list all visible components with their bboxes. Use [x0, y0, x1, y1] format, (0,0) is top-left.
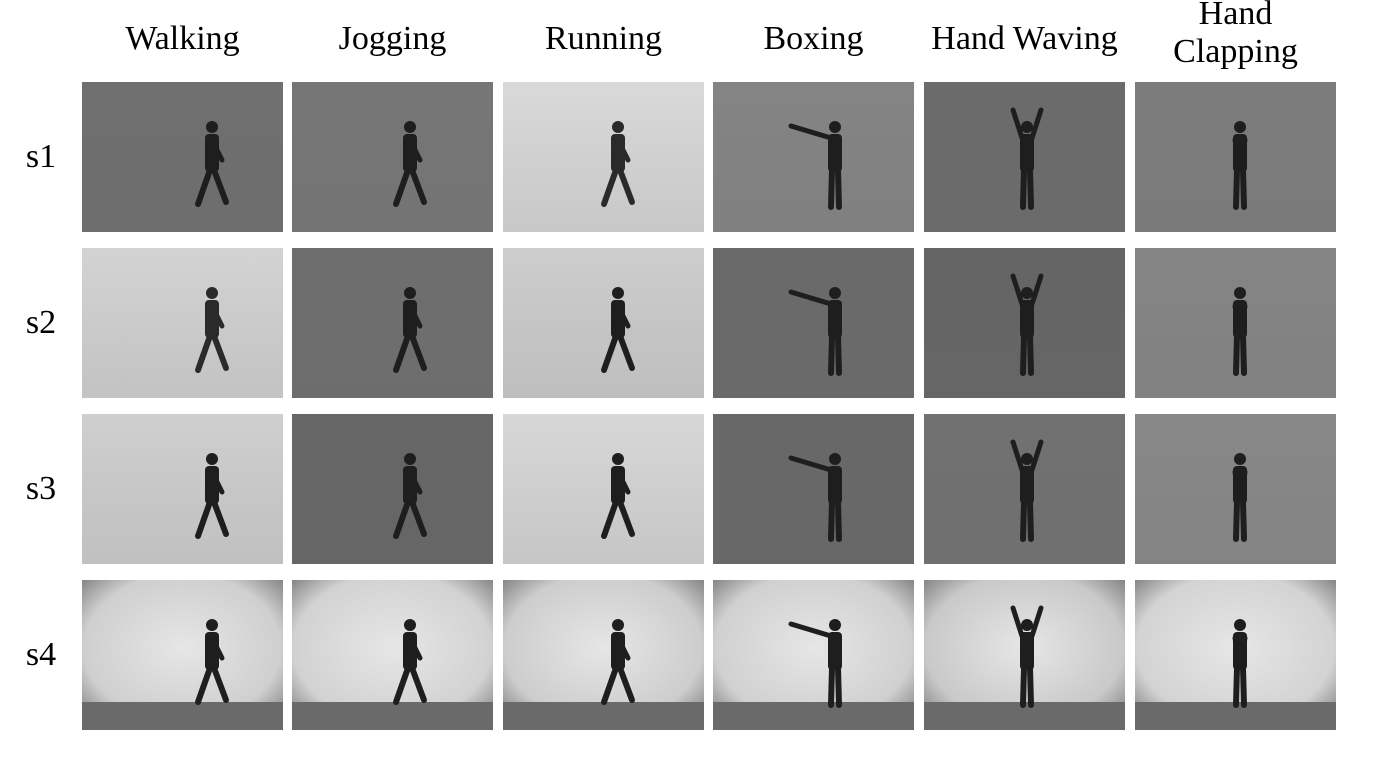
frame-s4-1 — [292, 580, 493, 730]
frame-image — [1135, 248, 1336, 398]
frame-image — [713, 580, 914, 730]
frame-s4-2 — [503, 580, 704, 730]
column-header-line: Hand Waving — [931, 20, 1118, 57]
frame-s1-4 — [924, 82, 1125, 232]
column-header-5: Hand Clapping — [1131, 0, 1341, 78]
row-label-s4: s4 — [25, 636, 57, 673]
frame-image — [713, 248, 914, 398]
row-label-s3: s3 — [25, 470, 57, 507]
frame-s2-4 — [924, 248, 1125, 398]
frame-image — [924, 248, 1125, 398]
frame-image — [1135, 580, 1336, 730]
frame-s3-0 — [82, 414, 283, 564]
frame-image — [292, 248, 493, 398]
frame-image — [924, 580, 1125, 730]
frame-image — [292, 82, 493, 232]
frame-s1-1 — [292, 82, 493, 232]
frame-image — [292, 414, 493, 564]
frame-image — [503, 82, 704, 232]
frame-image — [503, 248, 704, 398]
row-label-s2: s2 — [25, 304, 57, 341]
frame-image — [503, 414, 704, 564]
frame-image — [1135, 414, 1336, 564]
column-header-line: Clapping — [1173, 33, 1298, 70]
frame-s1-5 — [1135, 82, 1336, 232]
frame-s1-2 — [503, 82, 704, 232]
frame-s1-3 — [713, 82, 914, 232]
frame-s2-0 — [82, 248, 283, 398]
frame-s1-0 — [82, 82, 283, 232]
frame-image — [1135, 82, 1336, 232]
frame-image — [82, 82, 283, 232]
row-label-s1: s1 — [25, 138, 57, 175]
column-header-line: Jogging — [338, 20, 447, 57]
frame-s3-5 — [1135, 414, 1336, 564]
column-header-line: Walking — [125, 20, 240, 57]
column-header-4: Hand Waving — [920, 0, 1130, 78]
frame-s3-3 — [713, 414, 914, 564]
frame-image — [713, 82, 914, 232]
frame-s2-3 — [713, 248, 914, 398]
frame-image — [292, 580, 493, 730]
frame-s2-5 — [1135, 248, 1336, 398]
column-header-line: Running — [544, 20, 663, 57]
frame-image — [503, 580, 704, 730]
frame-s3-2 — [503, 414, 704, 564]
column-header-1: Jogging — [288, 0, 498, 78]
frame-s4-0 — [82, 580, 283, 730]
frame-s3-1 — [292, 414, 493, 564]
column-header-line: Hand — [1198, 0, 1273, 32]
frame-s2-1 — [292, 248, 493, 398]
frame-s2-2 — [503, 248, 704, 398]
column-header-3: Boxing — [709, 0, 919, 78]
column-header-line: Boxing — [763, 20, 864, 57]
column-header-0: Walking — [78, 0, 288, 78]
frame-s4-5 — [1135, 580, 1336, 730]
frame-s4-3 — [713, 580, 914, 730]
frame-image — [713, 414, 914, 564]
frame-image — [82, 248, 283, 398]
frame-s3-4 — [924, 414, 1125, 564]
frame-image — [924, 414, 1125, 564]
frame-s4-4 — [924, 580, 1125, 730]
frame-image — [82, 580, 283, 730]
frame-image — [924, 82, 1125, 232]
frame-image — [82, 414, 283, 564]
column-header-2: Running — [499, 0, 709, 78]
